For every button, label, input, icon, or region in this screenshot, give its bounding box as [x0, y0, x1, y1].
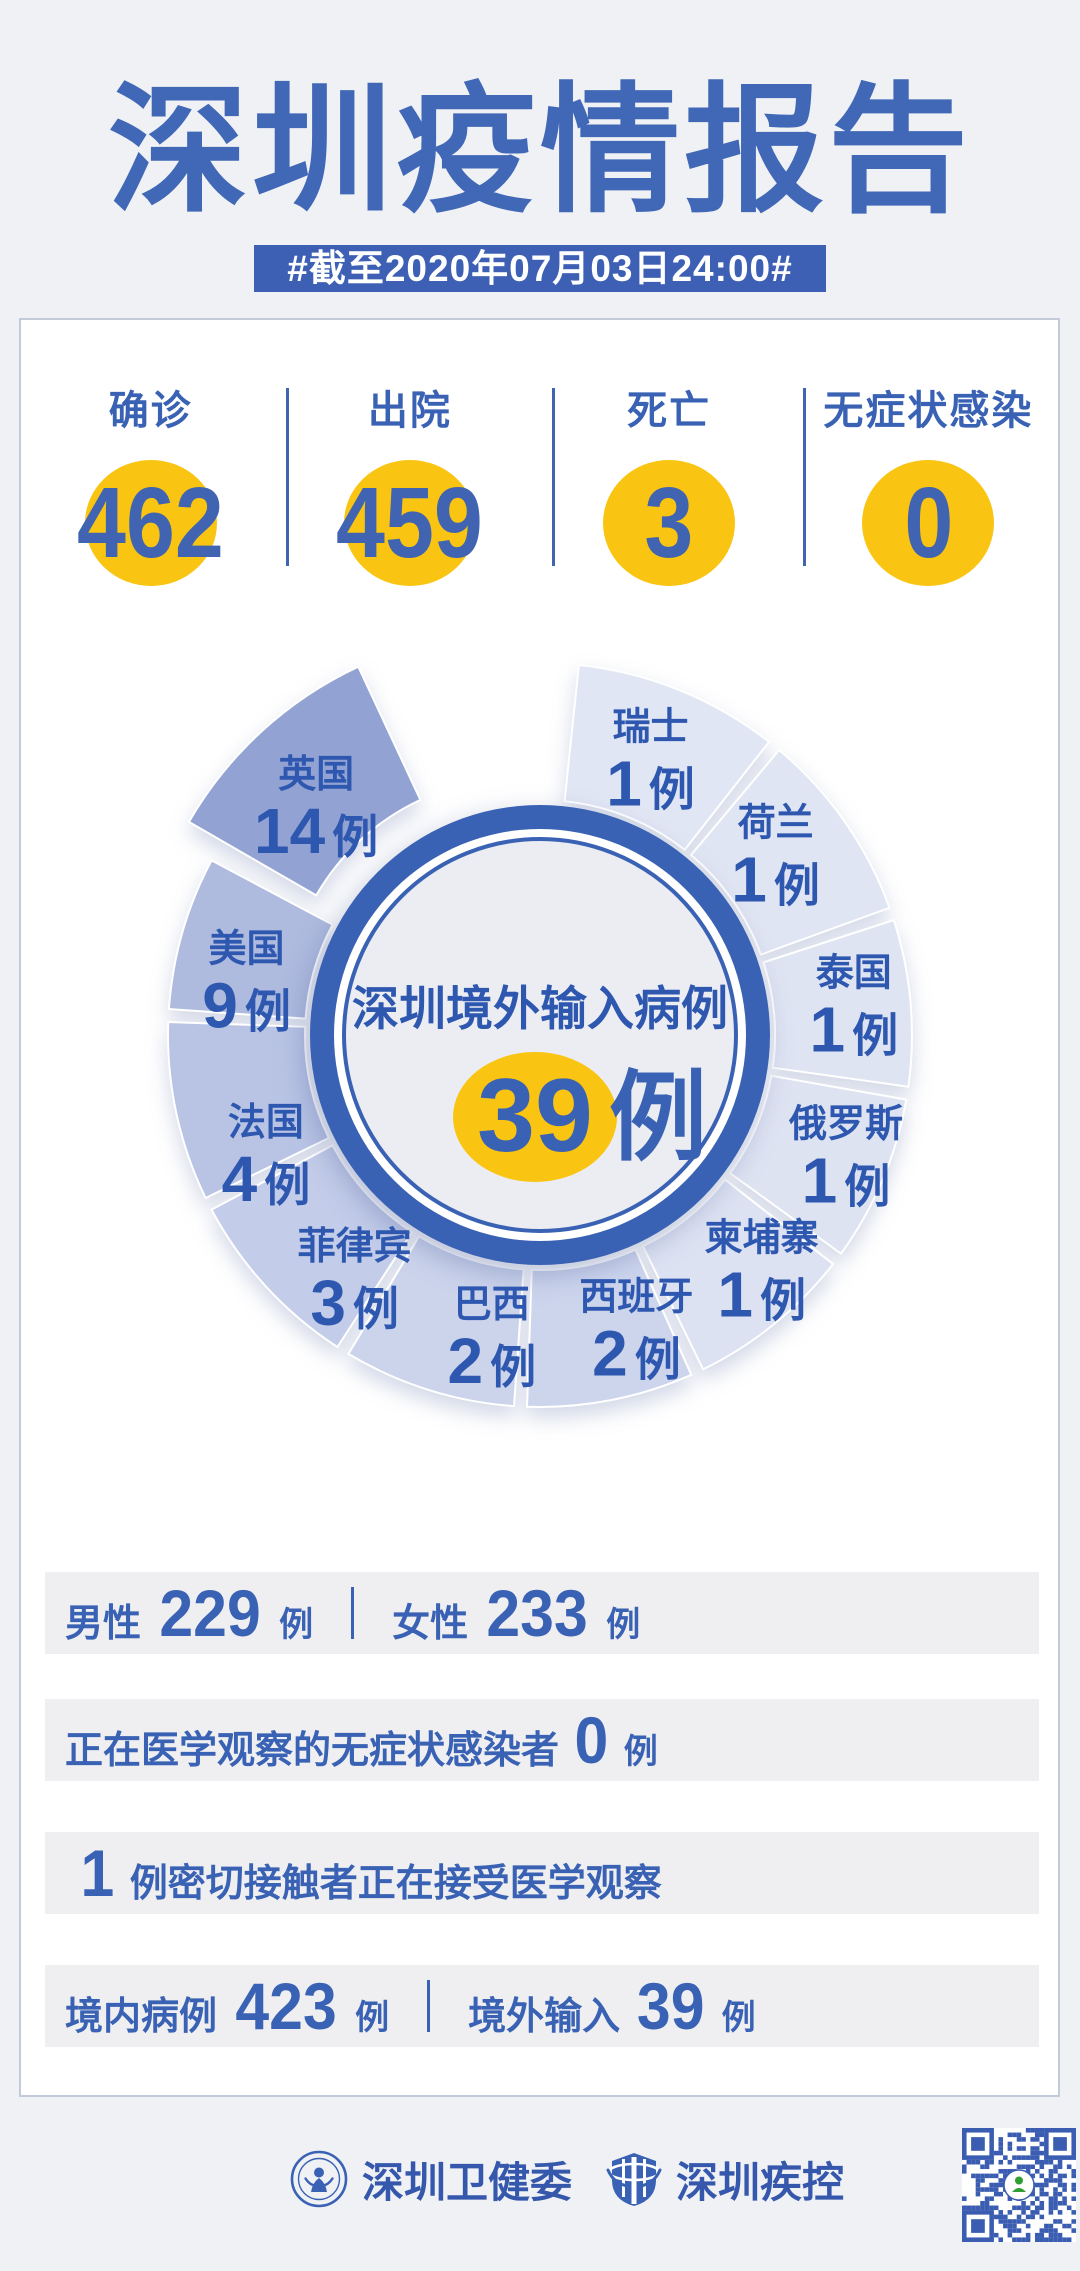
pie-slice-1: [689, 748, 891, 956]
page-title: 深圳疫情报告: [107, 72, 972, 229]
stat-value: 459: [336, 466, 484, 579]
slice-country-label: 法国: [228, 1102, 304, 1144]
slice-country-label: 俄罗斯: [788, 1104, 903, 1146]
stat-circle: 462: [77, 460, 224, 586]
stat-circle: 459: [336, 460, 483, 586]
footer-org2-label: 深圳疾控: [676, 2158, 845, 2206]
pie-center-total-badge: [453, 1052, 617, 1182]
pie-slice-9: [167, 859, 334, 1020]
detail-row-0: 男性 229 例 女性 233 例: [45, 1572, 1039, 1654]
date-banner: #截至2020年07月03日24:00#: [254, 245, 826, 292]
pie-center-total-unit: 例: [609, 1062, 707, 1172]
detail-label: 男性: [65, 1603, 142, 1645]
footer-org1-label: 深圳卫健委: [362, 2158, 573, 2206]
slice-country-label: 荷兰: [738, 802, 814, 844]
slice-country-label: 美国: [209, 928, 285, 970]
detail-unit: 例: [355, 1999, 390, 2037]
pie-slice-4: [641, 1178, 835, 1371]
detail-label: 境外输入: [468, 1996, 621, 2038]
footer-org-cdc: 深圳疾控: [606, 2146, 844, 2212]
detail-value: 423: [235, 1969, 337, 2043]
slice-country-label: 英国: [278, 754, 354, 796]
pie-slice-0: [563, 663, 771, 852]
summary-stat-3: 无症状感染 0: [799, 378, 1058, 586]
detail-value: 1: [80, 1836, 115, 1910]
stat-divider: [803, 388, 806, 566]
detail-row-2: 1 例密切接触者正在接受医学观察: [45, 1832, 1039, 1914]
pie-center-title: 深圳境外输入病例: [352, 982, 728, 1035]
stat-label: 确诊: [108, 389, 193, 433]
stat-value: 462: [77, 466, 225, 579]
slice-country-label: 巴西: [454, 1284, 530, 1326]
pie-slice-10: [187, 665, 422, 897]
summary-stat-0: 确诊 462: [21, 378, 280, 586]
stat-label: 无症状感染: [823, 389, 1034, 433]
stat-label: 死亡: [627, 389, 712, 433]
slice-country-label: 菲律宾: [298, 1226, 412, 1268]
detail-label: 正在医学观察的无症状感染者: [65, 1730, 560, 1772]
pie-slice-5: [525, 1248, 693, 1408]
stat-divider: [286, 388, 289, 566]
stat-divider: [552, 388, 555, 566]
pie-center-medallion: 深圳境外输入病例 39 例: [310, 805, 770, 1265]
detail-unit: 例: [606, 1606, 641, 1644]
detail-value: 39: [637, 1969, 705, 2043]
report-card: 确诊 462 出院 459 死亡 3 无症状感染 0 男性 229 例女性 233 例正在医学观察的无…: [19, 318, 1060, 2097]
detail-value: 229: [159, 1576, 261, 1650]
detail-label: 境内病例: [65, 1996, 218, 2038]
stat-value: 0: [903, 466, 953, 579]
cdc-shield-icon: [606, 2153, 662, 2206]
pie-slices: [167, 663, 913, 1408]
pie-slice-6: [347, 1235, 525, 1408]
pie-slice-3: [728, 1074, 908, 1256]
pie-slice-2: [762, 918, 913, 1088]
stat-circle: 3: [603, 460, 736, 586]
summary-stats: 确诊 462 出院 459 死亡 3 无症状感染 0: [21, 378, 1058, 586]
pie-slice-8: [167, 1020, 331, 1200]
slice-country-label: 瑞士: [613, 706, 689, 748]
detail-unit: 例: [279, 1606, 314, 1644]
pie-slice-7: [210, 1143, 414, 1349]
slice-count-label: 14 例: [254, 795, 378, 867]
detail-value: 0: [574, 1703, 609, 1777]
slice-country-label: 柬埔寨: [705, 1218, 819, 1260]
detail-label: 女性: [392, 1603, 469, 1645]
stat-label: 出院: [367, 389, 452, 433]
detail-unit: 例: [721, 1999, 756, 2037]
summary-stat-1: 出院 459: [280, 378, 539, 586]
detail-label: 例密切接触者正在接受医学观察: [129, 1863, 662, 1905]
qr-code: [962, 2128, 1076, 2242]
detail-row-3: 境内病例 423 例 境外输入 39 例: [45, 1965, 1039, 2047]
slice-country-label: 泰国: [816, 953, 892, 995]
health-commission-seal-icon: [290, 2150, 348, 2208]
detail-value: 233: [486, 1576, 588, 1650]
stat-circle: 0: [862, 460, 995, 586]
segment-divider: [427, 1980, 431, 2032]
slice-country-label: 西班牙: [579, 1277, 693, 1319]
footer-org-health-commission: 深圳卫健委: [290, 2146, 572, 2212]
detail-row-1: 正在医学观察的无症状感染者 0 例: [45, 1699, 1039, 1781]
detail-unit: 例: [623, 1733, 658, 1771]
segment-divider: [351, 1587, 355, 1639]
summary-stat-2: 死亡 3: [540, 378, 799, 586]
stat-value: 3: [644, 466, 694, 579]
pie-center-total-value: 39: [477, 1058, 593, 1174]
